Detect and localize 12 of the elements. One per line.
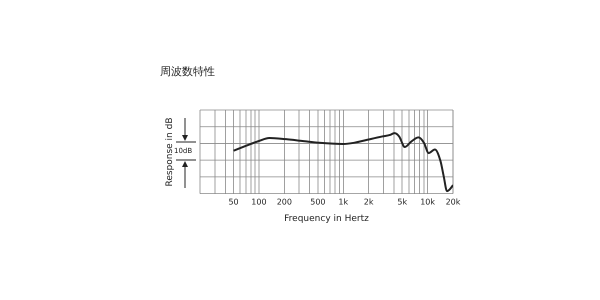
x-tick-label: 200 bbox=[276, 197, 292, 206]
chart-title: 周波数特性 bbox=[160, 64, 215, 79]
x-tick-label: 20k bbox=[446, 197, 461, 206]
x-tick-label: 10k bbox=[420, 197, 436, 206]
x-tick-label: 2k bbox=[364, 197, 374, 206]
x-tick-label: 5k bbox=[397, 197, 408, 206]
x-tick-label: 1k bbox=[338, 197, 348, 206]
y-axis-title: Response in dB bbox=[165, 117, 175, 187]
x-tick-label: 500 bbox=[310, 197, 326, 206]
x-tick-label: 100 bbox=[251, 197, 267, 206]
x-axis-title: Frequency in Hertz bbox=[284, 214, 370, 224]
x-tick-label: 50 bbox=[228, 197, 239, 206]
